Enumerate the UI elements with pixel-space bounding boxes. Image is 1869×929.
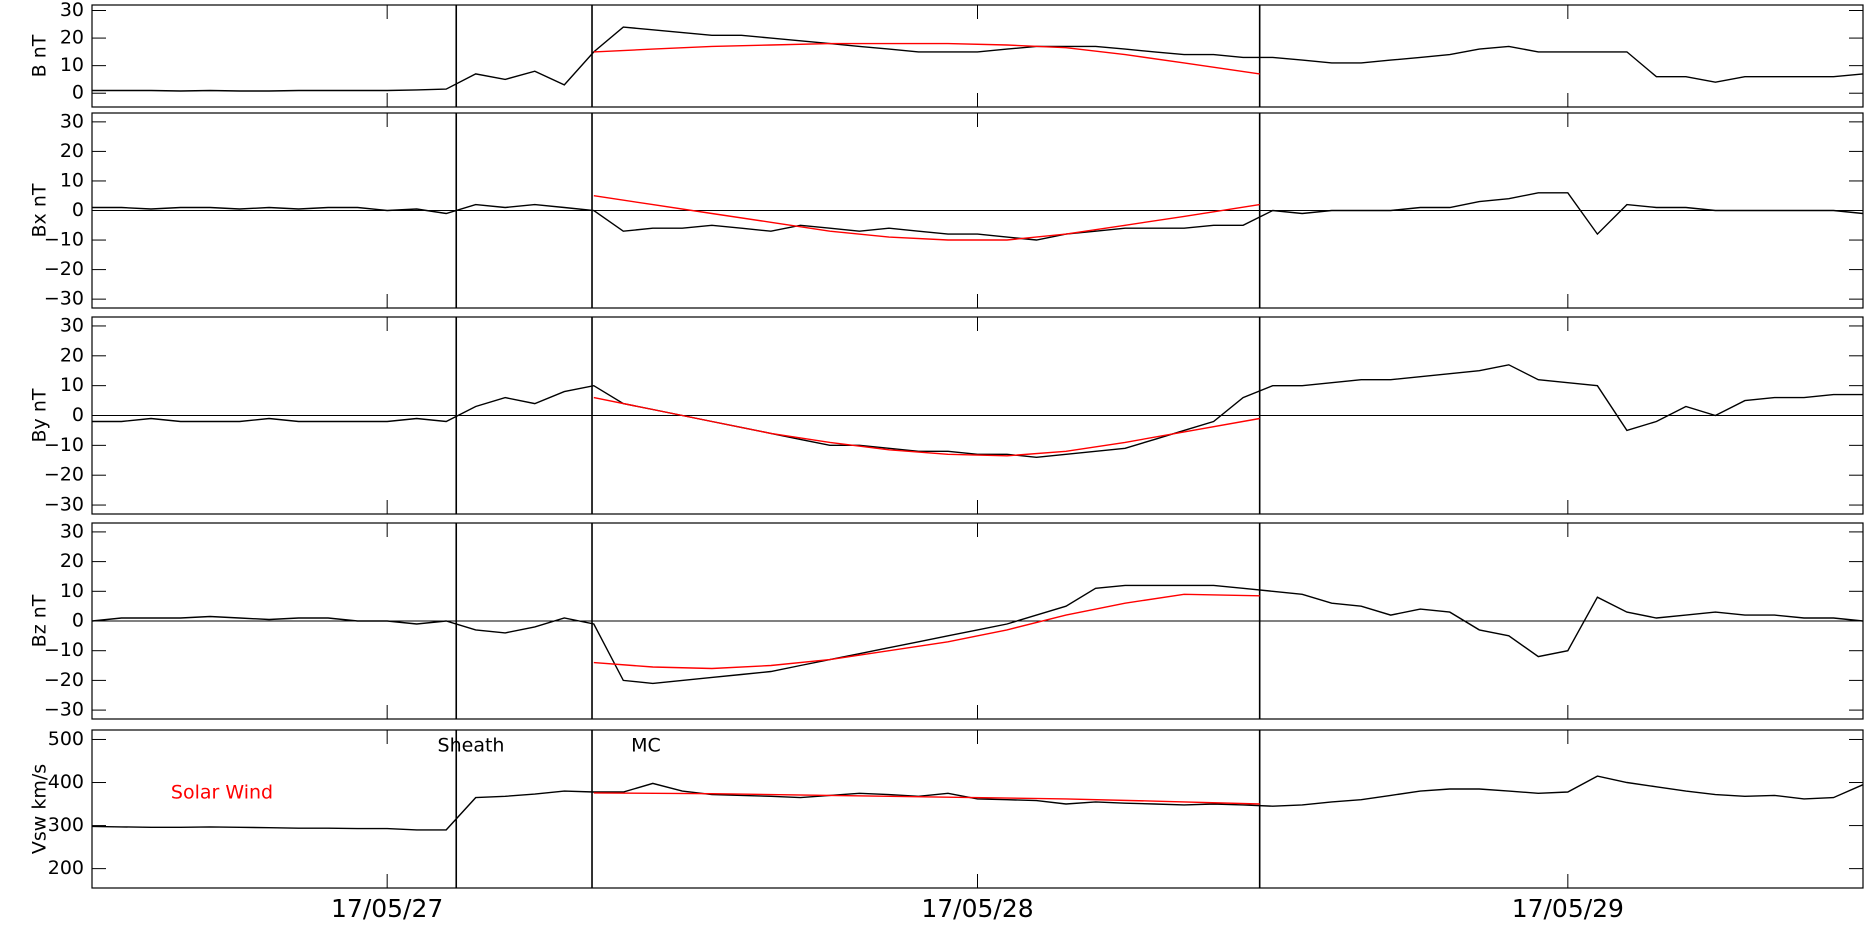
- y-tick-label: 30: [60, 110, 84, 132]
- data-line: [593, 593, 1260, 670]
- data-line: [593, 396, 1260, 457]
- y-axis-label: Bz nT: [29, 594, 51, 647]
- data-line: [92, 26, 1864, 92]
- data-line: [593, 42, 1260, 75]
- y-tick-label: 30: [60, 520, 84, 542]
- y-tick-label: −30: [44, 699, 84, 721]
- y-tick-label: 0: [72, 82, 84, 104]
- y-tick-label: 20: [60, 27, 84, 49]
- y-tick-label: 200: [48, 857, 84, 879]
- y-tick-label: −20: [44, 464, 84, 486]
- y-tick-label: 20: [60, 140, 84, 162]
- y-axis-label: B nT: [29, 34, 51, 77]
- x-tick-label: 17/05/29: [1512, 894, 1624, 923]
- x-tick-label: 17/05/28: [921, 894, 1033, 923]
- annotation: Sheath: [438, 735, 505, 757]
- y-tick-label: 0: [72, 199, 84, 221]
- y-axis-label: Bx nT: [29, 183, 51, 237]
- y-tick-label: −10: [44, 434, 84, 456]
- y-tick-label: −10: [44, 639, 84, 661]
- y-tick-label: 20: [60, 344, 84, 366]
- y-tick-label: 20: [60, 550, 84, 572]
- data-line: [92, 192, 1864, 241]
- y-tick-label: −20: [44, 669, 84, 691]
- y-tick-label: −30: [44, 288, 84, 310]
- y-axis-label: Vsw km/s: [29, 764, 51, 854]
- panel-frame: [91, 729, 1864, 889]
- y-tick-label: 10: [60, 54, 84, 76]
- data-line: [91, 775, 1864, 831]
- y-axis-label: By nT: [29, 388, 51, 442]
- data-line: [593, 195, 1260, 241]
- data-line: [593, 792, 1260, 805]
- y-tick-label: 0: [72, 404, 84, 426]
- annotation: Solar Wind: [171, 782, 273, 804]
- y-tick-label: 30: [60, 0, 84, 21]
- annotation: MC: [631, 735, 661, 757]
- data-line: [92, 364, 1863, 459]
- y-tick-label: 500: [48, 728, 84, 750]
- y-tick-label: −20: [44, 258, 84, 280]
- y-tick-label: −30: [44, 494, 84, 516]
- y-tick-label: 400: [48, 771, 84, 793]
- y-tick-label: 0: [72, 610, 84, 632]
- y-tick-label: 300: [48, 814, 84, 836]
- panel-frame: [91, 4, 1864, 108]
- y-tick-label: 10: [60, 580, 84, 602]
- y-tick-label: 10: [60, 169, 84, 191]
- data-line: [91, 584, 1864, 685]
- y-tick-label: 30: [60, 314, 84, 336]
- y-tick-label: −10: [44, 229, 84, 251]
- x-tick-label: 17/05/27: [331, 894, 443, 923]
- y-tick-label: 10: [60, 374, 84, 396]
